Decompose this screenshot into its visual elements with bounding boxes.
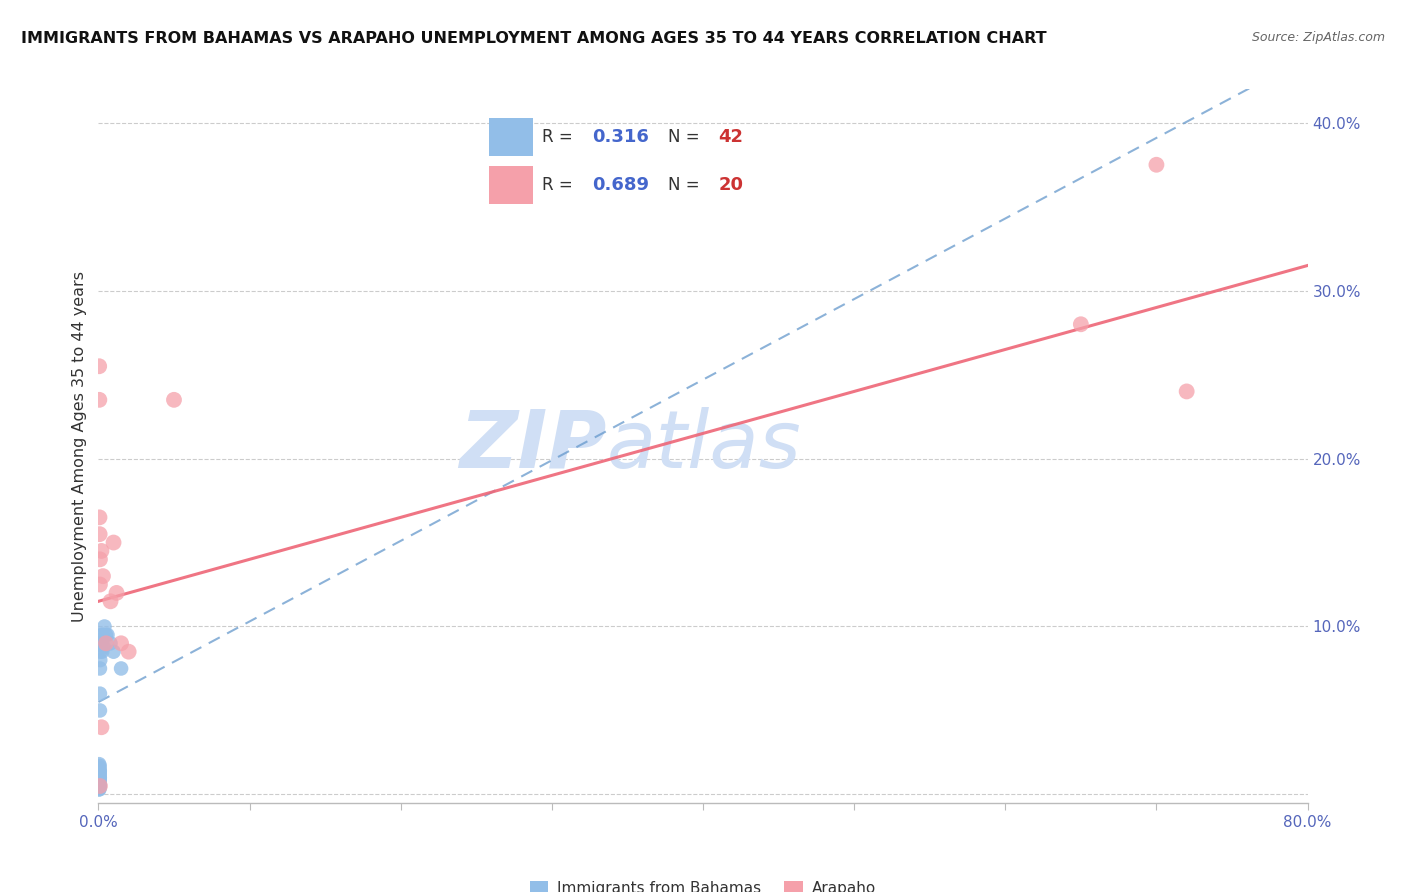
Point: [89, 772, 111, 787]
Point: [103, 535, 125, 549]
Point: [89, 757, 111, 772]
Point: [89, 772, 111, 787]
Point: [89, 769, 111, 783]
Point: [118, 645, 141, 659]
Text: Source: ZipAtlas.com: Source: ZipAtlas.com: [1251, 31, 1385, 45]
Point: [89, 782, 111, 797]
Point: [89, 771, 111, 785]
Point: [90, 636, 112, 650]
Point: [89, 703, 111, 717]
Point: [89, 764, 111, 778]
Point: [91, 569, 114, 583]
Point: [89, 775, 111, 789]
Point: [89, 687, 111, 701]
Point: [89, 759, 111, 773]
Point: [1175, 384, 1198, 399]
Point: [89, 653, 111, 667]
Point: [89, 767, 111, 781]
Point: [89, 552, 111, 566]
Point: [89, 777, 111, 791]
Point: [90, 720, 112, 734]
Text: atlas: atlas: [606, 407, 801, 485]
Point: [89, 779, 111, 793]
Point: [100, 636, 122, 650]
Text: ZIP: ZIP: [458, 407, 606, 485]
Point: [90, 636, 112, 650]
Point: [89, 777, 111, 791]
Point: [103, 645, 125, 659]
Point: [89, 774, 111, 789]
Point: [87, 782, 110, 797]
Point: [89, 760, 111, 774]
Point: [94, 628, 117, 642]
Point: [91, 645, 114, 659]
Point: [89, 359, 111, 374]
Point: [89, 780, 111, 795]
Point: [90, 544, 112, 558]
Point: [94, 636, 117, 650]
Text: IMMIGRANTS FROM BAHAMAS VS ARAPAHO UNEMPLOYMENT AMONG AGES 35 TO 44 YEARS CORREL: IMMIGRANTS FROM BAHAMAS VS ARAPAHO UNEMP…: [21, 31, 1046, 46]
Point: [87, 779, 110, 793]
Point: [89, 392, 111, 407]
Point: [89, 767, 111, 781]
Point: [1070, 318, 1092, 332]
Point: [89, 645, 111, 659]
Point: [89, 577, 111, 591]
Point: [89, 762, 111, 776]
Legend: Immigrants from Bahamas, Arapaho: Immigrants from Bahamas, Arapaho: [524, 875, 882, 892]
Point: [163, 392, 186, 407]
Point: [91, 628, 114, 642]
Point: [89, 527, 111, 541]
Point: [100, 594, 122, 608]
Point: [89, 771, 111, 785]
Point: [90, 628, 112, 642]
Point: [105, 586, 128, 600]
Point: [89, 780, 111, 795]
Point: [87, 774, 110, 789]
Point: [89, 510, 111, 524]
Point: [93, 640, 115, 654]
Point: [89, 661, 111, 675]
Point: [96, 628, 118, 642]
Point: [110, 661, 132, 675]
Y-axis label: Unemployment Among Ages 35 to 44 years: Unemployment Among Ages 35 to 44 years: [72, 270, 87, 622]
Point: [89, 779, 111, 793]
Point: [89, 764, 111, 778]
Point: [89, 765, 111, 780]
Point: [93, 619, 115, 633]
Point: [110, 636, 132, 650]
Point: [1144, 158, 1167, 172]
